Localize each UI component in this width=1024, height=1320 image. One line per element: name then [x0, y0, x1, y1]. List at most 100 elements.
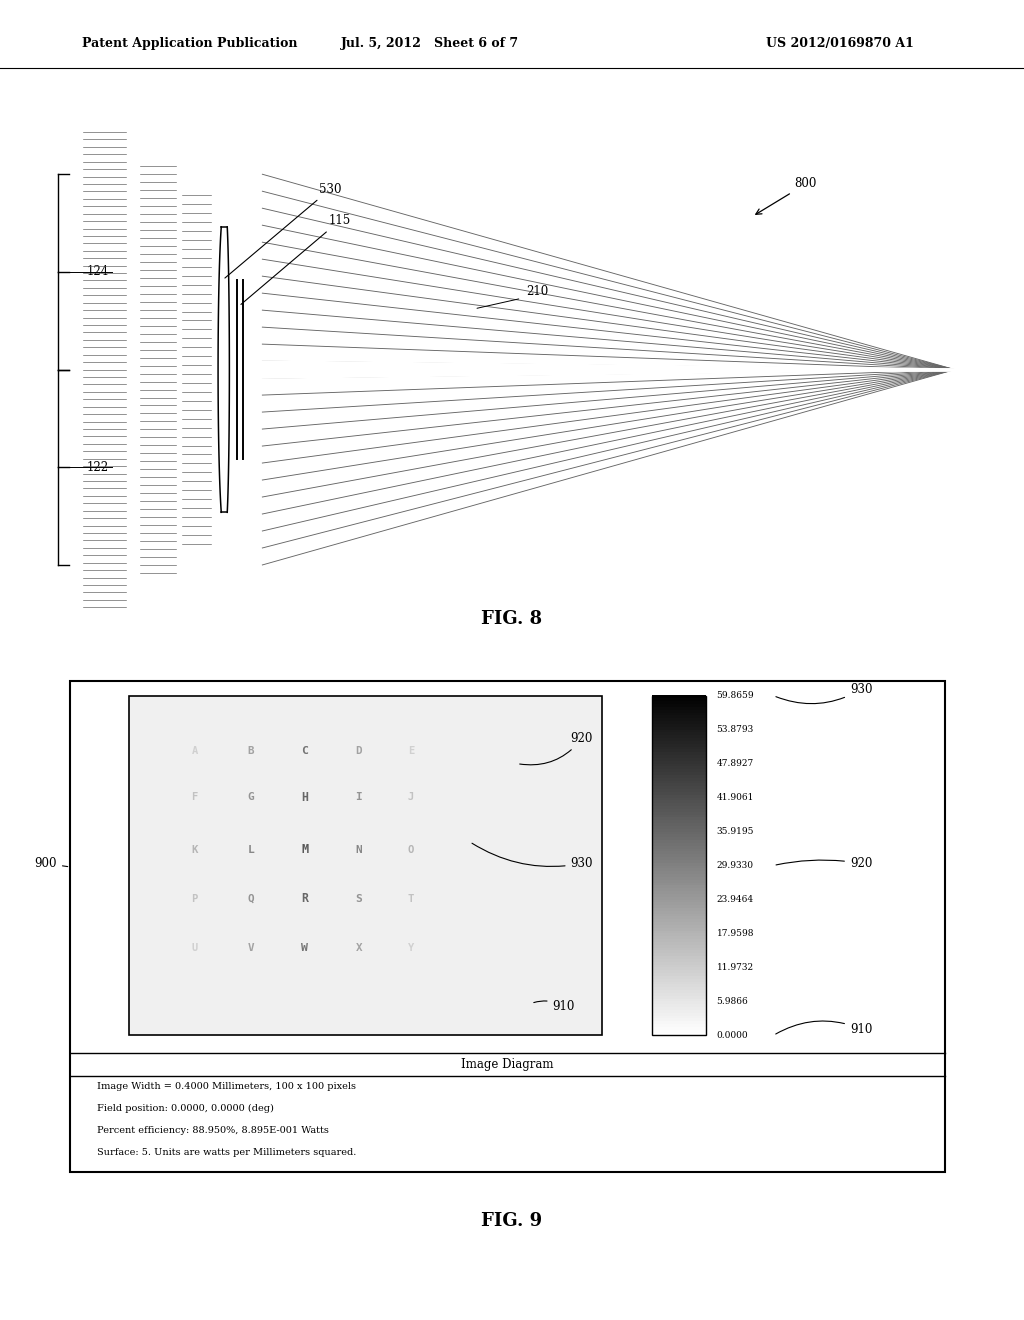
- Bar: [651, 704, 706, 708]
- Text: Y: Y: [408, 944, 414, 953]
- Bar: [651, 800, 706, 804]
- Text: 910: 910: [776, 1020, 872, 1035]
- Text: 53.8793: 53.8793: [717, 725, 754, 734]
- Bar: [651, 696, 706, 1035]
- Text: E: E: [408, 746, 414, 756]
- Text: 23.9464: 23.9464: [717, 895, 754, 904]
- Text: 920: 920: [776, 857, 872, 870]
- Text: Q: Q: [248, 894, 254, 904]
- Text: K: K: [191, 845, 198, 854]
- Bar: [651, 896, 706, 899]
- Bar: [651, 1030, 706, 1032]
- Text: I: I: [355, 792, 362, 803]
- Bar: [651, 966, 706, 970]
- Text: 29.9330: 29.9330: [717, 861, 754, 870]
- Text: B: B: [248, 746, 254, 756]
- Bar: [651, 748, 706, 752]
- Bar: [651, 814, 706, 817]
- Bar: [651, 766, 706, 770]
- Text: FIG. 8: FIG. 8: [481, 610, 543, 628]
- Text: J: J: [408, 792, 415, 803]
- Bar: [651, 1032, 706, 1035]
- Text: 930: 930: [472, 843, 593, 870]
- Bar: [651, 867, 706, 871]
- Text: US 2012/0169870 A1: US 2012/0169870 A1: [766, 37, 913, 50]
- Text: Jul. 5, 2012   Sheet 6 of 7: Jul. 5, 2012 Sheet 6 of 7: [341, 37, 519, 50]
- Bar: [651, 696, 706, 698]
- Bar: [651, 911, 706, 913]
- Bar: [651, 701, 706, 704]
- Bar: [651, 924, 706, 928]
- Bar: [651, 771, 706, 775]
- Bar: [651, 755, 706, 758]
- Bar: [651, 768, 706, 772]
- Bar: [651, 990, 706, 993]
- Text: S: S: [355, 894, 362, 904]
- Bar: [651, 859, 706, 863]
- Bar: [651, 919, 706, 923]
- Bar: [651, 931, 706, 933]
- Text: U: U: [191, 944, 198, 953]
- Text: L: L: [248, 845, 254, 854]
- Bar: [651, 958, 706, 962]
- Text: N: N: [355, 845, 362, 854]
- Text: 17.9598: 17.9598: [717, 929, 754, 939]
- Bar: [651, 763, 706, 767]
- Bar: [651, 993, 706, 995]
- Bar: [651, 939, 706, 942]
- Bar: [651, 842, 706, 846]
- Text: 11.9732: 11.9732: [717, 964, 754, 972]
- Bar: [651, 758, 706, 760]
- FancyBboxPatch shape: [71, 681, 944, 1172]
- Bar: [651, 760, 706, 763]
- Bar: [651, 1007, 706, 1010]
- Bar: [651, 862, 706, 866]
- Text: 41.9061: 41.9061: [717, 793, 754, 803]
- Bar: [651, 1020, 706, 1024]
- Bar: [651, 956, 706, 958]
- Bar: [651, 711, 706, 715]
- Bar: [651, 933, 706, 936]
- Bar: [651, 983, 706, 987]
- Bar: [651, 698, 706, 701]
- Bar: [651, 743, 706, 747]
- Bar: [651, 845, 706, 849]
- Bar: [651, 746, 706, 750]
- Bar: [651, 834, 706, 837]
- Bar: [651, 729, 706, 733]
- Bar: [651, 1015, 706, 1019]
- Bar: [651, 891, 706, 894]
- Text: 530: 530: [225, 182, 341, 279]
- Bar: [651, 894, 706, 896]
- Text: O: O: [408, 845, 415, 854]
- Bar: [651, 913, 706, 916]
- Bar: [651, 950, 706, 953]
- Bar: [651, 832, 706, 834]
- Bar: [651, 998, 706, 1002]
- Bar: [651, 851, 706, 854]
- Bar: [651, 825, 706, 829]
- Bar: [651, 964, 706, 968]
- Text: Field position: 0.0000, 0.0000 (deg): Field position: 0.0000, 0.0000 (deg): [97, 1104, 274, 1113]
- Bar: [651, 854, 706, 857]
- Bar: [651, 812, 706, 814]
- Bar: [651, 828, 706, 832]
- Text: G: G: [248, 792, 254, 803]
- Bar: [651, 780, 706, 783]
- Bar: [651, 803, 706, 807]
- Bar: [651, 887, 706, 891]
- Bar: [651, 738, 706, 741]
- Bar: [651, 879, 706, 883]
- Text: A: A: [191, 746, 198, 756]
- Bar: [651, 775, 706, 777]
- Text: M: M: [301, 843, 308, 857]
- Bar: [651, 876, 706, 879]
- Bar: [651, 975, 706, 979]
- Text: Patent Application Publication: Patent Application Publication: [82, 37, 297, 50]
- Bar: [651, 837, 706, 840]
- Text: X: X: [355, 944, 362, 953]
- Bar: [651, 817, 706, 820]
- Text: 930: 930: [776, 682, 872, 704]
- Text: 900: 900: [35, 857, 68, 870]
- Bar: [651, 986, 706, 990]
